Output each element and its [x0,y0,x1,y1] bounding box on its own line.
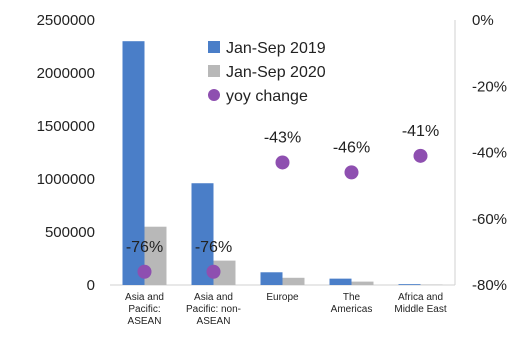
yoy-data-label: -76% [126,239,163,256]
left-tick-label: 500000 [45,224,95,241]
category-label: Africa and Middle East [394,292,446,315]
category-label: Europe [266,292,299,303]
bar-2019 [191,183,214,285]
category-label: The Americas [331,292,373,315]
bar-2020 [213,260,236,285]
left-tick-label: 1000000 [37,171,95,188]
yoy-point [344,165,359,180]
legend-swatch [208,41,220,53]
right-tick-label: -20% [472,78,507,95]
legend-swatch [208,65,220,77]
legend-label: yoy change [226,88,308,105]
yoy-data-label: -46% [333,139,370,156]
category-labels: Asia and Pacific: ASEAN Asia and Pacific: no… [125,292,447,327]
left-tick-label: 0 [87,277,95,294]
category-label: Asia and Pacific: non-ASEAN [186,292,241,327]
bar-2019 [260,272,283,285]
left-tick-label: 2000000 [37,65,95,82]
left-axis-ticks: 0 500000 1000000 1500000 2000000 2500000 [37,12,95,294]
bar-2019 [398,284,421,285]
data-labels: -76% -76% -43% -46% -41% [126,123,439,256]
yoy-points [137,148,428,279]
right-tick-label: 0% [472,12,494,29]
legend-label: Jan-Sep 2020 [226,64,326,81]
right-tick-label: -80% [472,277,507,294]
yoy-point [275,155,290,170]
right-tick-label: -60% [472,211,507,228]
yoy-data-label: -41% [402,123,439,140]
right-tick-label: -40% [472,145,507,162]
right-axis-ticks: -80% -60% -40% -20% 0% [472,12,507,294]
yoy-data-label: -43% [264,129,301,146]
yoy-point [413,148,428,163]
legend: Jan-Sep 2019 Jan-Sep 2020 yoy change [208,40,326,105]
left-tick-label: 1500000 [37,118,95,135]
bar-2019 [122,41,145,286]
bars [122,41,443,286]
legend-swatch [208,89,220,101]
bar-2020 [351,281,374,285]
yoy-data-label: -76% [195,239,232,256]
bar-2019 [329,278,352,285]
legend-label: Jan-Sep 2019 [226,40,326,57]
yoy-point [206,264,221,279]
yoy-point [137,264,152,279]
left-tick-label: 2500000 [37,12,95,29]
category-label: Asia and Pacific: ASEAN [125,292,164,327]
bar-2020 [282,277,305,285]
